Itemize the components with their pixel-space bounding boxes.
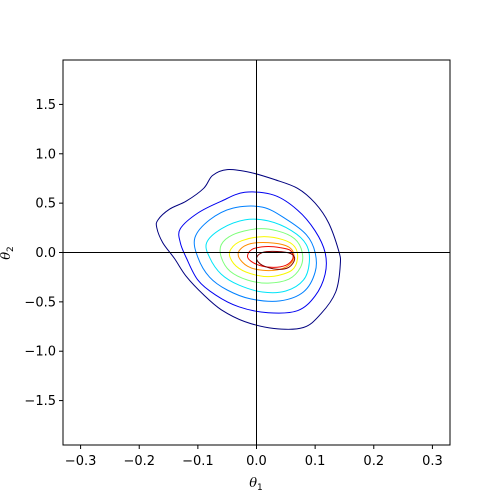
y-tick-label: −0.5 [24, 295, 56, 310]
y-axis-label: θ2 [0, 246, 16, 260]
x-tick-label: −0.1 [182, 454, 214, 469]
x-tick-label: −0.2 [123, 454, 155, 469]
contour-level-1 [155, 169, 342, 330]
contour-levels [155, 169, 342, 330]
x-tick-label: 0.2 [363, 454, 384, 469]
x-tick-label: 0.3 [422, 454, 443, 469]
reference-lines [63, 60, 450, 445]
y-tick-label: 0.5 [35, 197, 56, 212]
y-tick-label: −1.0 [24, 345, 56, 360]
contour-level-3 [193, 205, 317, 302]
contour-level-9 [255, 250, 296, 270]
x-axis-ticks: −0.3 −0.2 −0.1 0.0 0.1 0.2 0.3 [65, 445, 443, 469]
y-tick-label: 0.0 [35, 246, 56, 261]
y-axis-ticks: −1.5 −1.0 −0.5 0.0 0.5 1.0 1.5 [24, 98, 63, 409]
y-tick-label: 1.5 [35, 98, 56, 113]
y-tick-label: −1.5 [24, 394, 56, 409]
contour-level-8 [247, 245, 294, 268]
contour-level-4 [205, 218, 310, 294]
y-tick-label: 1.0 [35, 147, 56, 162]
x-tick-label: −0.3 [65, 454, 97, 469]
x-tick-label: 0.1 [305, 454, 326, 469]
x-axis-label: θ1 [249, 476, 263, 493]
x-tick-label: 0.0 [246, 454, 267, 469]
contour-level-2 [178, 191, 327, 314]
